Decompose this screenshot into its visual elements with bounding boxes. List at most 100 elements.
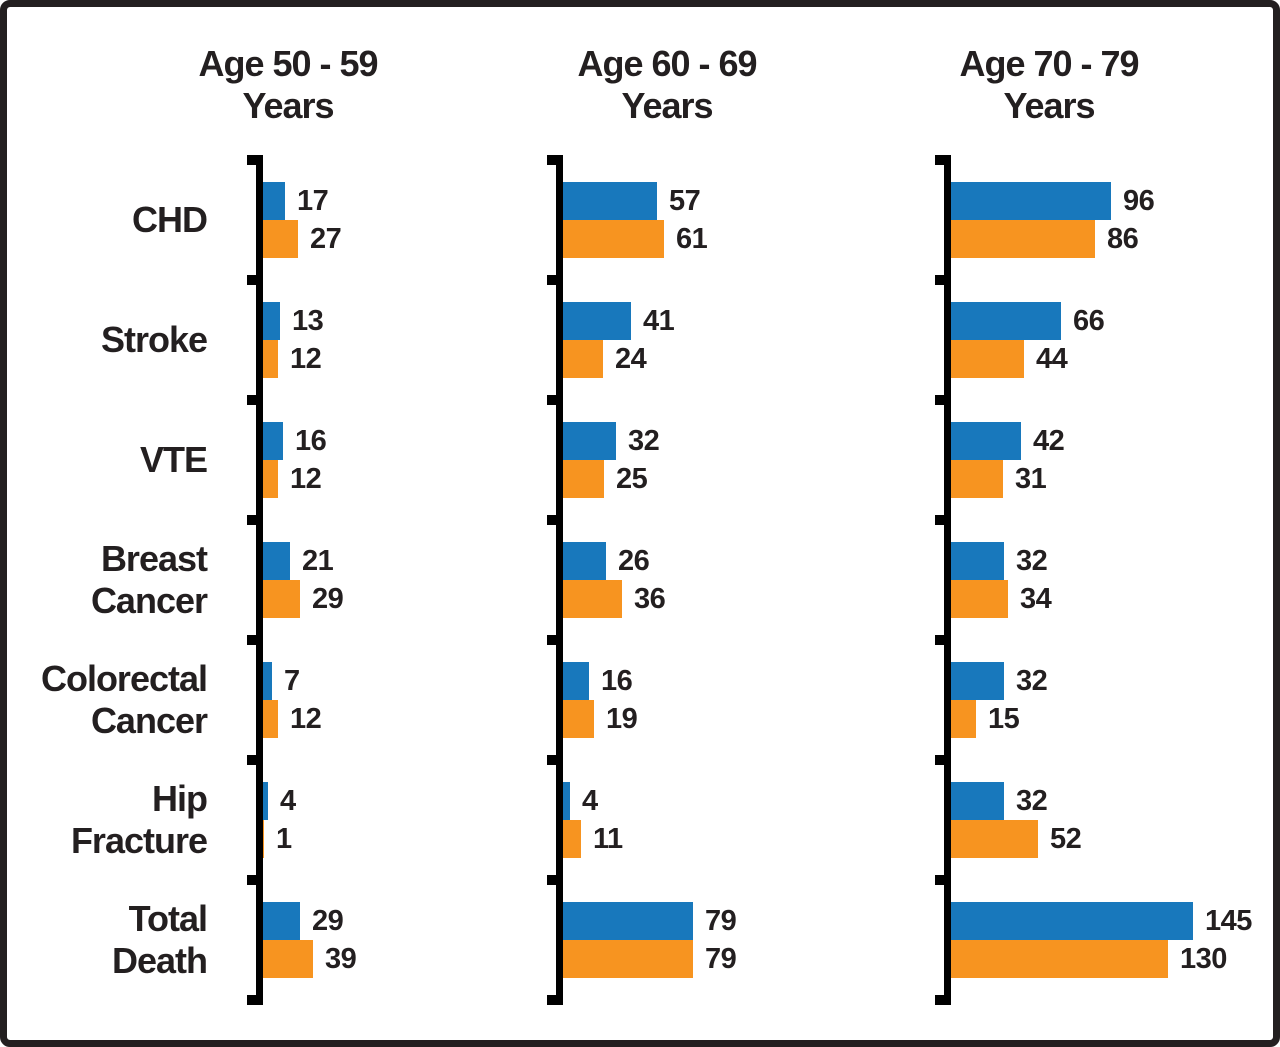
value-label: 27 [310, 223, 342, 255]
value-label: 61 [676, 223, 708, 255]
axis-tick [547, 635, 563, 645]
value-label: 25 [616, 463, 648, 495]
panel-title-age-50-59: Age 50 - 59 Years [198, 43, 378, 127]
value-label: 7 [284, 665, 300, 697]
category-label-line: Hip [152, 778, 208, 819]
axis-line [256, 157, 263, 1005]
axis-tick [935, 275, 951, 285]
panel-title-age-60-69: Age 60 - 69 Years [577, 43, 757, 127]
value-label: 79 [705, 905, 737, 937]
value-label: 24 [615, 343, 647, 375]
category-label-colorectal-cancer: Colorectal Cancer [7, 640, 208, 760]
value-label: 66 [1073, 305, 1105, 337]
value-label: 4 [582, 785, 598, 817]
value-label: 12 [290, 343, 322, 375]
category-label-line: Total [128, 898, 208, 939]
axis-tick [547, 275, 563, 285]
blue-series-bar [263, 542, 290, 580]
axis-tick [247, 755, 263, 765]
axis-tick [247, 275, 263, 285]
value-label: 15 [988, 703, 1020, 735]
blue-series-bar [263, 662, 272, 700]
category-label-line: Breast [100, 538, 208, 579]
value-label: 17 [297, 185, 329, 217]
axis-tick [935, 395, 951, 405]
orange-series-bar [563, 940, 693, 978]
orange-series-bar [563, 220, 664, 258]
axis-tick [935, 875, 951, 885]
value-label: 11 [593, 823, 623, 855]
category-label-line: Stroke [100, 319, 208, 360]
blue-series-bar [951, 782, 1004, 820]
panel-title-line: Age 60 - 69 [577, 43, 757, 84]
orange-series-bar [951, 820, 1038, 858]
value-label: 12 [290, 463, 322, 495]
orange-series-bar [263, 700, 278, 738]
blue-series-bar [263, 902, 300, 940]
panel-title-line: Years [621, 85, 713, 126]
category-label-breast-cancer: Breast Cancer [7, 520, 208, 640]
axis-tick [547, 395, 563, 405]
value-label: 34 [1020, 583, 1052, 615]
value-label: 57 [669, 185, 701, 217]
axis-tick [547, 515, 563, 525]
value-label: 26 [618, 545, 650, 577]
blue-series-bar [563, 182, 657, 220]
axis-tick [247, 995, 263, 1005]
orange-series-bar [263, 580, 300, 618]
category-label-line: CHD [132, 199, 208, 240]
axis-tick [247, 155, 263, 165]
orange-series-bar [563, 460, 604, 498]
axis-tick [935, 635, 951, 645]
orange-series-bar [951, 700, 976, 738]
category-label-vte: VTE [7, 400, 208, 520]
blue-series-bar [951, 182, 1111, 220]
blue-series-bar [263, 422, 283, 460]
orange-series-bar [951, 580, 1008, 618]
axis-tick [547, 875, 563, 885]
axis-tick [547, 755, 563, 765]
value-label: 52 [1050, 823, 1082, 855]
value-label: 13 [292, 305, 324, 337]
orange-series-bar [563, 820, 581, 858]
blue-series-bar [563, 422, 616, 460]
category-label-chd: CHD [7, 160, 208, 280]
value-label: 19 [606, 703, 638, 735]
orange-series-bar [263, 340, 278, 378]
value-label: 29 [312, 905, 344, 937]
orange-series-bar [951, 340, 1024, 378]
value-label: 21 [302, 545, 334, 577]
panel-title-line: Age 70 - 79 [959, 43, 1139, 84]
orange-series-bar [951, 940, 1168, 978]
panel-title-line: Years [242, 85, 334, 126]
axis-tick [935, 755, 951, 765]
value-label: 41 [643, 305, 675, 337]
value-label: 86 [1107, 223, 1139, 255]
value-label: 4 [280, 785, 296, 817]
axis-tick [547, 155, 563, 165]
value-label: 130 [1180, 943, 1227, 975]
value-label: 16 [601, 665, 633, 697]
axis-line [944, 157, 951, 1005]
orange-series-bar [563, 580, 622, 618]
axis-tick [247, 395, 263, 405]
blue-series-bar [951, 302, 1061, 340]
axis-tick [935, 995, 951, 1005]
panel-title-age-70-79: Age 70 - 79 Years [959, 43, 1139, 127]
value-label: 32 [1016, 785, 1048, 817]
axis-tick [935, 155, 951, 165]
orange-series-bar [951, 460, 1003, 498]
axis-line [556, 157, 563, 1005]
category-label-line: Colorectal [40, 658, 208, 699]
value-label: 32 [628, 425, 660, 457]
category-label-hip-fracture: Hip Fracture [7, 760, 208, 880]
value-label: 32 [1016, 545, 1048, 577]
value-label: 145 [1205, 905, 1252, 937]
orange-series-bar [563, 340, 603, 378]
blue-series-bar [563, 902, 693, 940]
axis-tick [547, 995, 563, 1005]
orange-series-bar [563, 700, 594, 738]
orange-series-bar [951, 220, 1095, 258]
category-label-stroke: Stroke [7, 280, 208, 400]
category-label-line: Cancer [90, 700, 208, 741]
